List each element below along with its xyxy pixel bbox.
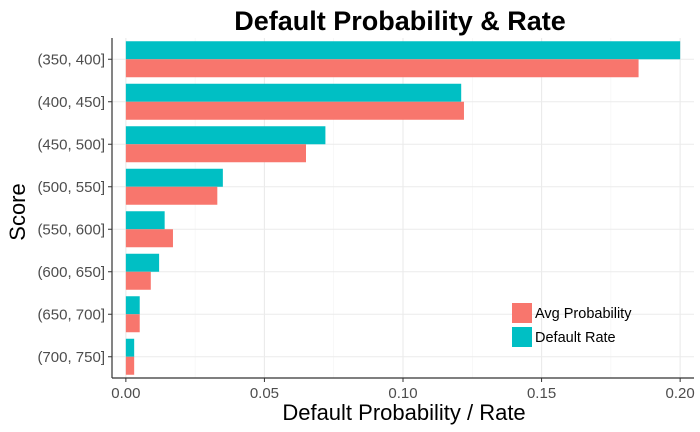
y-tick-label: (450, 500] — [37, 136, 105, 153]
y-tick-label: (550, 600] — [37, 221, 105, 238]
avg-probability-bar — [125, 144, 306, 163]
bars — [125, 41, 681, 375]
legend-key — [512, 327, 532, 347]
default-rate-bar — [125, 168, 223, 187]
x-axis-title: Default Probability / Rate — [282, 400, 525, 425]
y-axis-title: Score — [5, 183, 30, 240]
avg-probability-bar — [125, 356, 135, 375]
avg-probability-bar — [125, 314, 140, 333]
y-tick-label: (350, 400] — [37, 51, 105, 68]
y-tick-label: (600, 650] — [37, 264, 105, 281]
default-rate-bar — [125, 126, 326, 145]
avg-probability-bar — [125, 229, 173, 248]
chart-title: Default Probability & Rate — [234, 6, 566, 36]
avg-probability-bar — [125, 271, 151, 290]
default-rate-bar — [125, 338, 135, 357]
y-tick-label: (650, 700] — [37, 306, 105, 323]
default-rate-bar — [125, 296, 140, 315]
x-tick-label: 0.10 — [388, 385, 417, 402]
avg-probability-bar — [125, 186, 218, 205]
legend: Avg Probability Default Rate — [512, 303, 632, 347]
x-tick-label: 0.00 — [111, 385, 140, 402]
avg-probability-bar — [125, 101, 464, 120]
x-tick-label: 0.20 — [666, 385, 695, 402]
x-tick-label: 0.05 — [250, 385, 279, 402]
default-rate-bar — [125, 41, 681, 60]
x-tick-label: 0.15 — [527, 385, 556, 402]
default-rate-bar — [125, 211, 165, 230]
legend-key — [512, 303, 532, 323]
y-tick-label: (400, 450] — [37, 94, 105, 111]
y-tick-label: (700, 750] — [37, 349, 105, 366]
y-tick-label: (500, 550] — [37, 179, 105, 196]
default-rate-bar — [125, 83, 462, 102]
legend-label: Default Rate — [535, 330, 616, 346]
default-rate-bar — [125, 253, 160, 272]
avg-probability-bar — [125, 59, 639, 78]
axes: 0.00 0.05 0.10 0.15 0.20 (350, 400] (400, 450]… — [37, 38, 695, 402]
legend-label: Avg Probability — [535, 306, 632, 322]
